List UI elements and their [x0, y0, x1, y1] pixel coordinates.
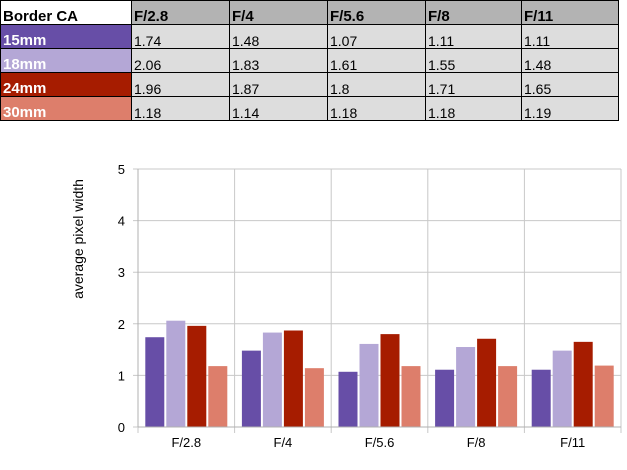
table-row: 15mm 1.74 1.48 1.07 1.11 1.11	[0, 24, 619, 49]
table-cell: 1.48	[229, 24, 328, 49]
bar	[498, 366, 518, 427]
y-tick-label: 4	[118, 214, 125, 229]
bar	[208, 366, 228, 427]
table-cell: 1.96	[131, 72, 230, 97]
row-label: 15mm	[0, 24, 132, 49]
x-tick-label: F/11	[560, 435, 585, 450]
table-cell: 1.14	[229, 96, 328, 121]
column-header: F/5.6	[327, 0, 426, 25]
table-cell: 1.65	[521, 72, 619, 97]
row-label: 30mm	[0, 96, 132, 121]
table-cell: 1.07	[327, 24, 426, 49]
table-cell: 1.11	[521, 24, 619, 49]
bar	[552, 350, 572, 427]
bar	[338, 371, 358, 427]
bar	[573, 341, 593, 427]
x-tick-label: F/8	[467, 435, 486, 450]
x-tick-label: F/2.8	[171, 435, 201, 450]
table-cell: 1.11	[425, 24, 522, 49]
column-header: F/8	[425, 0, 522, 25]
y-tick-label: 3	[118, 265, 125, 280]
table-cell: 1.48	[521, 48, 619, 73]
x-tick-label: F/5.6	[365, 435, 395, 450]
column-header: F/2.8	[131, 0, 230, 25]
table-cell: 1.55	[425, 48, 522, 73]
table-header-row: Border CA F/2.8 F/4 F/5.6 F/8 F/11	[0, 0, 619, 25]
x-tick-label: F/4	[274, 435, 293, 450]
table-cell: 1.87	[229, 72, 328, 97]
y-tick-label: 5	[118, 162, 125, 177]
bar	[241, 350, 261, 427]
y-tick-label: 0	[118, 420, 125, 435]
bar	[380, 334, 400, 427]
column-header: F/4	[229, 0, 328, 25]
table-cell: 1.83	[229, 48, 328, 73]
table-cell: 1.8	[327, 72, 426, 97]
bar	[166, 320, 186, 427]
y-tick-label: 2	[118, 317, 125, 332]
border-ca-table: Border CA F/2.8 F/4 F/5.6 F/8 F/11 15mm …	[0, 0, 619, 121]
bar	[187, 325, 207, 427]
bar	[435, 369, 455, 427]
table-row: 18mm 2.06 1.83 1.61 1.55 1.48	[0, 48, 619, 73]
table-corner-label: Border CA	[0, 0, 132, 25]
bar	[401, 366, 421, 427]
bar	[145, 337, 165, 427]
bar	[304, 368, 324, 427]
bar	[594, 365, 614, 427]
bar-chart: 0 1 2 3 4 5 F/2.8 F/4 F/5.6 F/8 F/11 average pixel…	[70, 162, 622, 450]
column-header: F/11	[521, 0, 619, 25]
bar	[359, 343, 379, 427]
table-row: 24mm 1.96 1.87 1.8 1.71 1.65	[0, 72, 619, 97]
bar	[477, 338, 497, 427]
bars	[145, 320, 614, 427]
bar	[262, 332, 282, 427]
table-cell: 1.18	[327, 96, 426, 121]
table-cell: 2.06	[131, 48, 230, 73]
y-axis-label: average pixel width	[70, 179, 86, 299]
y-tick-label: 1	[118, 368, 125, 383]
row-label: 18mm	[0, 48, 132, 73]
table-cell: 1.19	[521, 96, 619, 121]
table-cell: 1.61	[327, 48, 426, 73]
axes: 0 1 2 3 4 5 F/2.8 F/4 F/5.6 F/8 F/11	[118, 162, 621, 450]
bar	[531, 369, 551, 427]
row-label: 24mm	[0, 72, 132, 97]
bar	[456, 347, 476, 427]
table-row: 30mm 1.18 1.14 1.18 1.18 1.19	[0, 96, 619, 121]
table-cell: 1.18	[131, 96, 230, 121]
table-cell: 1.71	[425, 72, 522, 97]
table-cell: 1.74	[131, 24, 230, 49]
bar	[283, 330, 303, 427]
table-cell: 1.18	[425, 96, 522, 121]
